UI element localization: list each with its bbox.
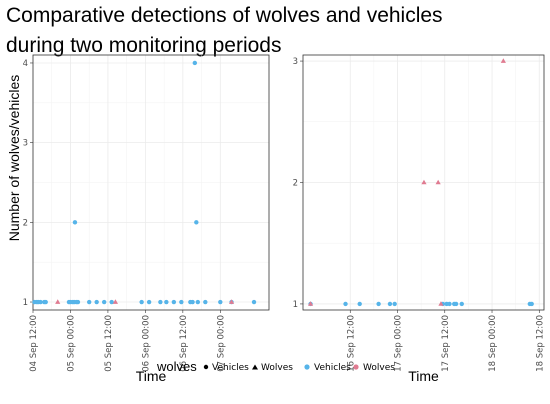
data-point-vehicles	[392, 301, 397, 307]
data-point-vehicles	[86, 299, 92, 305]
data-point-vehicles	[376, 301, 381, 307]
x-tick-label: 07 Sep 00:00	[216, 315, 226, 372]
data-point-vehicles	[203, 299, 208, 305]
data-point-wolves	[421, 179, 427, 185]
y-axis-title: Number of wolves/vehicles	[6, 75, 22, 242]
data-point-vehicles	[139, 299, 144, 305]
x-tick-label: 04 Sep 12:00	[29, 315, 39, 372]
data-point-vehicles	[101, 299, 107, 305]
data-point-wolves	[112, 299, 119, 304]
data-point-vehicles	[343, 301, 348, 307]
legend-color-label-wolves: Wolves	[363, 363, 395, 373]
panel-border	[32, 54, 270, 311]
chart-title-line-2: during two monitoring periods	[6, 34, 281, 57]
y-tick-label: 1	[23, 298, 28, 308]
data-point-vehicles	[192, 60, 198, 66]
x-tick-label: 05 Sep 00:00	[66, 315, 76, 372]
data-point-vehicles	[158, 299, 163, 305]
y-tick-label: 2	[23, 218, 28, 228]
legend-shape-label-wolves: Wolves	[261, 363, 293, 373]
data-point-vehicles	[194, 220, 199, 225]
panel-border	[302, 54, 545, 311]
data-point-wolves	[55, 299, 61, 304]
y-tick-label: 3	[293, 57, 298, 67]
y-tick-label: 4	[23, 59, 28, 69]
data-point-vehicles	[171, 299, 177, 305]
data-point-vehicles	[357, 301, 362, 307]
data-point-vehicles	[43, 299, 48, 305]
data-point-wolves	[500, 58, 506, 63]
data-point-vehicles	[72, 220, 78, 225]
x-axis-title: Time	[408, 368, 439, 384]
data-point-vehicles	[164, 299, 169, 305]
legend-title: wolves	[156, 359, 197, 374]
data-point-wolves	[435, 179, 441, 185]
data-point-wolves	[307, 301, 314, 306]
data-point-vehicles	[109, 299, 114, 305]
x-tick-label: 17 Sep 12:00	[441, 315, 451, 372]
data-point-vehicles	[453, 301, 459, 307]
data-point-vehicles	[387, 301, 393, 307]
x-axis-title: Time	[136, 368, 167, 384]
y-tick-label: 3	[23, 139, 28, 149]
data-point-vehicles	[195, 299, 201, 305]
legend: wolves Vehicles Wolves Vehicles Wolves	[156, 359, 395, 374]
x-tick-label: 17 Sep 00:00	[394, 315, 404, 372]
legend-color-swatch-wolves	[353, 364, 359, 370]
data-point-vehicles	[75, 299, 81, 305]
chart-title-line-1: Comparative detections of wolves and veh…	[6, 4, 443, 27]
data-point-wolves	[438, 301, 444, 306]
x-tick-label: 06 Sep 00:00	[141, 315, 151, 372]
panels-group: 04 Sep 12:00 05 Sep 00:00 05 Sep 12:00 06 S…	[23, 54, 545, 384]
x-tick-label: 18 Sep 00:00	[488, 315, 498, 372]
data-point-vehicles	[447, 301, 452, 307]
data-point-vehicles	[459, 301, 464, 307]
data-point-vehicles	[190, 299, 195, 305]
data-point-vehicles	[218, 299, 223, 305]
data-point-vehicles	[38, 299, 43, 305]
data-point-vehicles	[251, 299, 257, 305]
data-point-wolves	[228, 299, 235, 304]
legend-color-label-vehicles: Vehicles	[314, 363, 351, 373]
x-tick-label: 05 Sep 12:00	[104, 315, 114, 372]
x-tick-label: 06 Sep 12:00	[179, 315, 189, 372]
legend-color-swatch-vehicles	[304, 364, 310, 370]
legend-triangle-marker	[252, 364, 258, 370]
panel-1: 04 Sep 12:00 05 Sep 00:00 05 Sep 12:00 06 S…	[23, 54, 270, 384]
panel-2: 16 Sep 12:00 17 Sep 00:00 17 Sep 12:00 18 S…	[293, 54, 545, 384]
x-tick-label: 16 Sep 12:00	[346, 315, 356, 372]
data-point-vehicles	[146, 299, 152, 305]
y-tick-label: 1	[293, 300, 298, 310]
data-point-vehicles	[179, 299, 184, 305]
data-point-vehicles	[94, 299, 99, 305]
y-tick-label: 2	[293, 179, 298, 189]
legend-shape-label-vehicles: Vehicles	[212, 363, 249, 373]
legend-circle-marker	[203, 364, 209, 370]
data-point-vehicles	[529, 301, 534, 307]
x-tick-label: 18 Sep 12:00	[535, 315, 545, 372]
